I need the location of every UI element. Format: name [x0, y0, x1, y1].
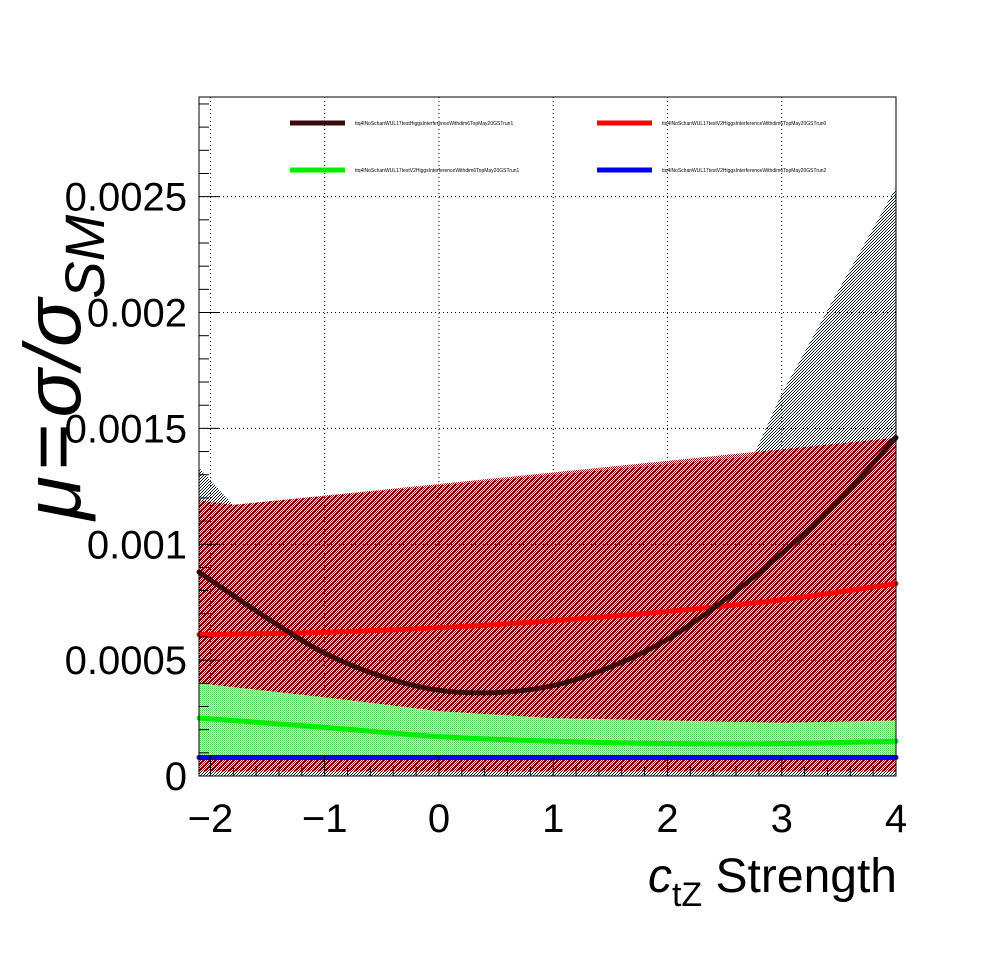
line-series-2: [196, 715, 899, 747]
y-axis-label-ratio: σ/σ: [8, 296, 97, 417]
x-tick-labels: −2 −1 0 1 2 3 4: [188, 797, 908, 841]
axis-ticks: [199, 103, 897, 777]
x-axis-label-sub: tZ: [672, 876, 702, 914]
band-series-1: [199, 437, 896, 772]
y-tick-label-0: 0: [165, 755, 187, 799]
y-axis-label-eq: =: [8, 423, 97, 470]
line-series-1: [196, 581, 899, 638]
x-tick-label-1: −1: [302, 797, 348, 841]
y-tick-label-2: 0.001: [87, 523, 187, 567]
y-tick-label-5: 0.0025: [65, 176, 187, 220]
x-tick-label-6: 4: [885, 797, 907, 841]
legend-label-0: ttq4lNoSchanWUL17testHiggsInterferenceWi…: [355, 121, 513, 127]
legend-label-1: ttq4lNoSchanWUL17testV2HiggsInterference…: [662, 121, 827, 127]
line-series-0: [196, 435, 899, 696]
y-tick-label-1: 0.0005: [65, 639, 187, 683]
x-tick-label-4: 2: [656, 797, 678, 841]
legend-label-3: ttq4lNoSchanWUL17testV2HiggsInterference…: [662, 168, 827, 174]
y-tick-label-3: 0.0015: [65, 407, 187, 451]
x-tick-label-5: 3: [771, 797, 793, 841]
band-series-2: [199, 683, 896, 758]
x-tick-label-0: −2: [188, 797, 234, 841]
x-axis-label-var: c: [648, 850, 672, 903]
legend: ttq4lNoSchanWUL17testHiggsInterferenceWi…: [290, 120, 827, 174]
y-axis-label-sub: SM: [53, 214, 116, 298]
legend-label-2: ttq4lNoSchanWUL17testV2HiggsInterference…: [355, 168, 520, 174]
y-axis-label-mu: μ: [8, 476, 97, 522]
x-tick-label-2: 0: [428, 797, 450, 841]
y-tick-label-4: 0.002: [87, 292, 187, 336]
x-axis-label-rest: Strength: [702, 850, 897, 903]
series-lines: [196, 435, 899, 760]
x-tick-label-3: 1: [542, 797, 564, 841]
plot-frame: [198, 96, 897, 777]
y-axis-label: μ = σ/σSM: [8, 214, 116, 522]
y-tick-labels: 0 0.0005 0.001 0.0015 0.002 0.0025: [65, 176, 187, 799]
x-axis-label: ctZ Strength: [648, 850, 897, 914]
